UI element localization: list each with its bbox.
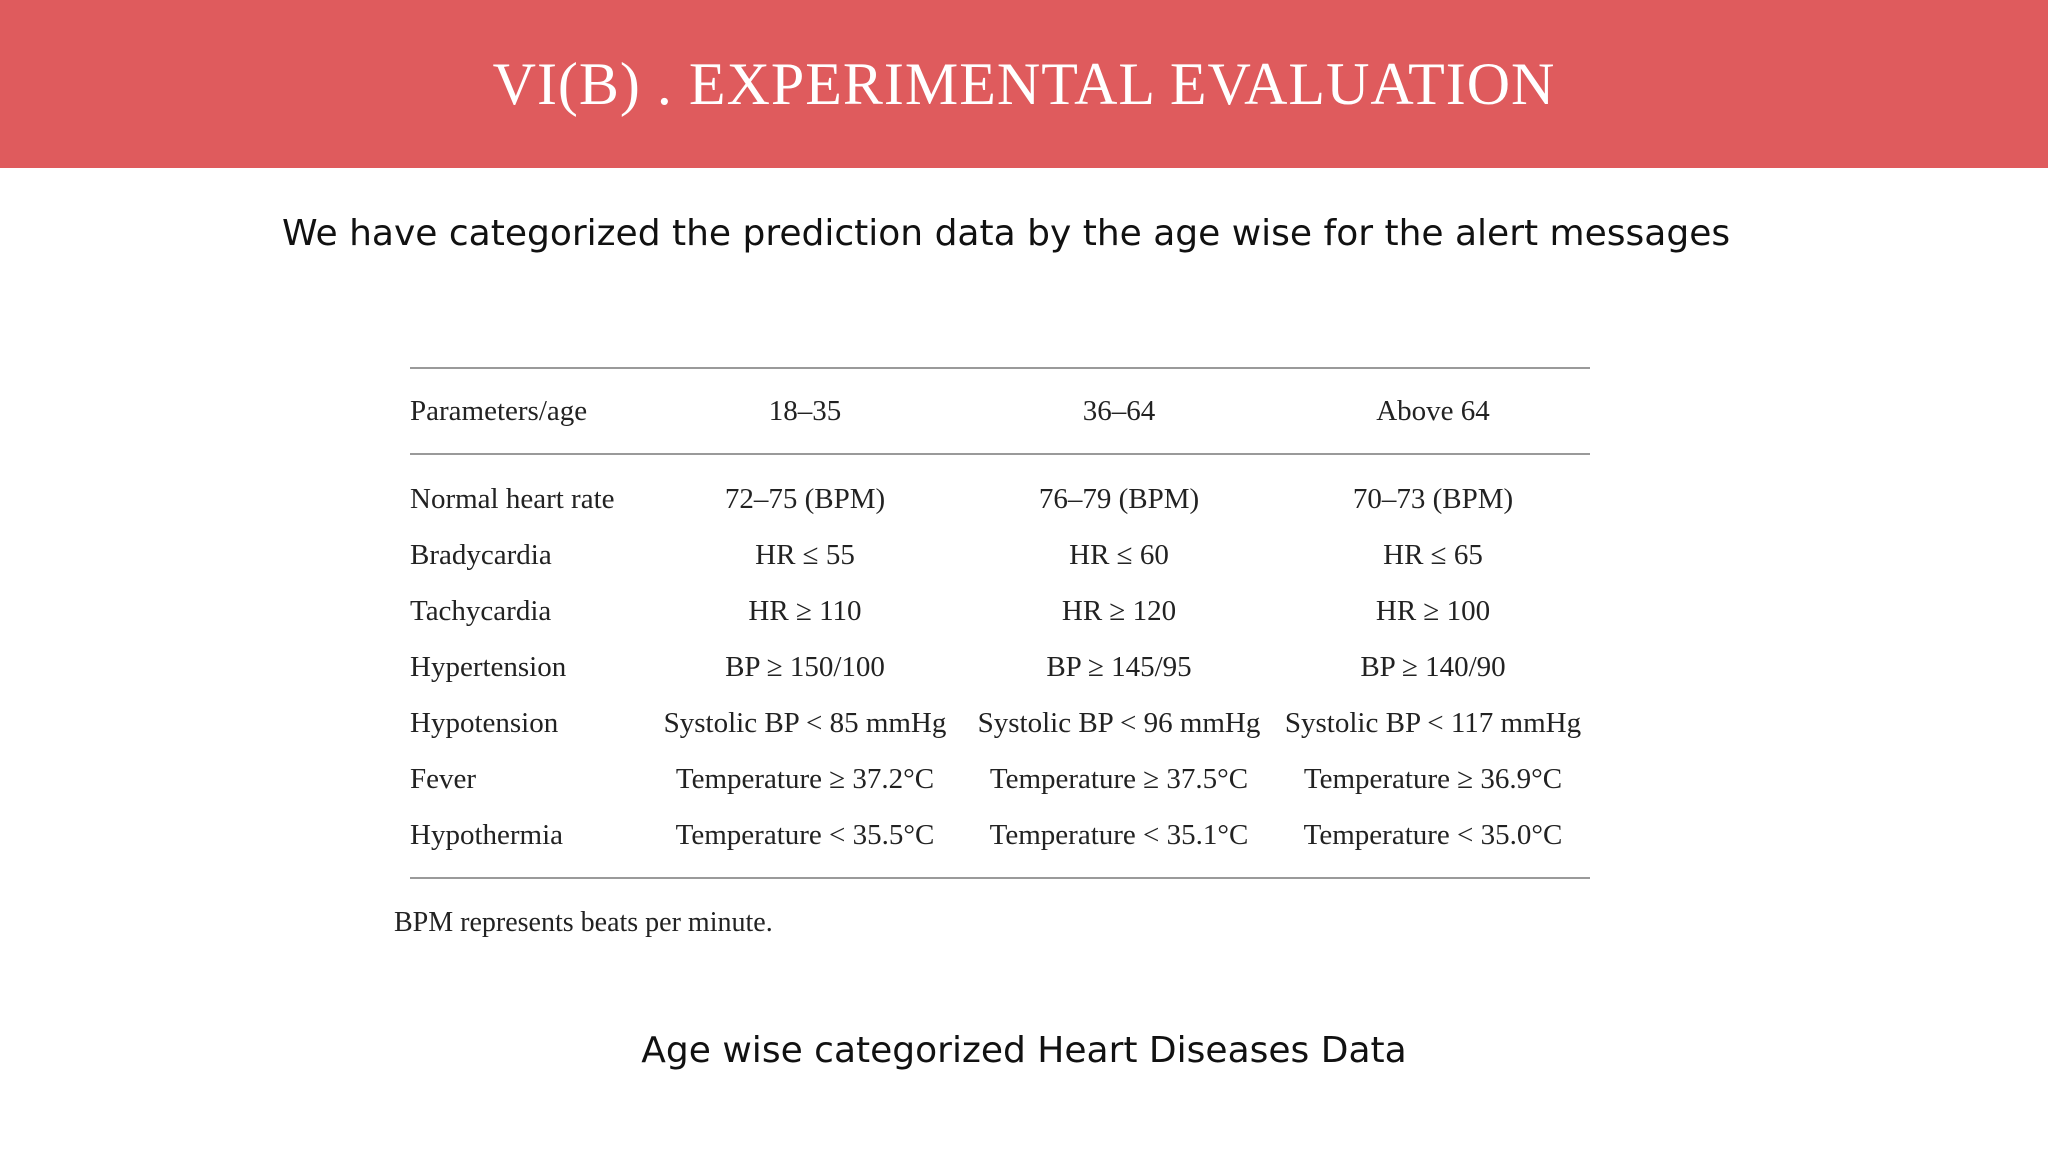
column-header-parameters: Parameters/age [410,394,588,427]
parameters-table-container: Parameters/age 18–35 36–64 Above 64 Norm… [410,367,1590,879]
table-cell: Temperature < 35.1°C [962,807,1276,879]
slide-subtitle: We have categorized the prediction data … [282,213,1731,254]
table-cell: 70–73 (BPM) [1352,482,1514,515]
table-row: Hypothermia Temperature < 35.5°C Tempera… [410,807,1590,879]
title-banner: VI(B) . EXPERIMENTAL EVALUATION [0,0,2048,168]
table-cell: Temperature ≥ 37.5°C [989,762,1249,795]
table-cell: HR ≤ 55 [755,538,855,571]
table-row: Tachycardia HR ≥ 110 HR ≥ 120 HR ≥ 100 [410,583,1590,639]
table-cell: Temperature ≥ 36.9°C [1303,762,1563,795]
parameter-cell: Hypotension [410,706,559,739]
table-cell: 76–79 (BPM) [1038,482,1200,515]
parameter-cell: Hypertension [410,650,567,683]
table-row: Bradycardia HR ≤ 55 HR ≤ 60 HR ≤ 65 [410,527,1590,583]
table-cell: 72–75 (BPM) [724,482,886,515]
parameters-table: Parameters/age 18–35 36–64 Above 64 Norm… [410,367,1590,879]
table-cell: BP ≥ 150/100 [725,650,885,683]
column-header-above-64: Above 64 [1376,394,1490,427]
table-cell: Systolic BP < 96 mmHg [977,706,1261,739]
parameter-cell: Normal heart rate [410,482,615,515]
table-cell: Temperature ≥ 37.2°C [675,762,935,795]
table-row: Hypertension BP ≥ 150/100 BP ≥ 145/95 BP… [410,639,1590,695]
table-cell: Temperature < 35.0°C [1276,807,1590,879]
parameter-cell: Bradycardia [410,538,552,571]
table-cell: BP ≥ 145/95 [1046,650,1192,683]
slide-title: VI(B) . EXPERIMENTAL EVALUATION [492,51,1556,117]
table-row: Normal heart rate 72–75 (BPM) 76–79 (BPM… [410,454,1590,527]
table-cell: Systolic BP < 117 mmHg [1284,706,1582,739]
table-row: Fever Temperature ≥ 37.2°C Temperature ≥… [410,751,1590,807]
table-header-row: Parameters/age 18–35 36–64 Above 64 [410,368,1590,454]
parameter-cell: Tachycardia [410,594,552,627]
table-footnote: BPM represents beats per minute. [394,907,773,938]
table-cell: HR ≥ 120 [1061,594,1177,627]
column-header-18-35: 18–35 [768,394,842,427]
table-cell: Temperature < 35.5°C [648,807,962,879]
table-cell: HR ≤ 60 [1069,538,1169,571]
table-caption: Age wise categorized Heart Diseases Data [641,1030,1407,1071]
parameter-cell: Fever [410,762,477,795]
table-cell: HR ≥ 110 [748,594,862,627]
table-cell: HR ≤ 65 [1383,538,1483,571]
table-row: Hypotension Systolic BP < 85 mmHg Systol… [410,695,1590,751]
parameter-cell: Hypothermia [410,807,648,879]
column-header-36-64: 36–64 [1082,394,1156,427]
table-cell: BP ≥ 140/90 [1360,650,1506,683]
table-cell: HR ≥ 100 [1375,594,1491,627]
table-cell: Systolic BP < 85 mmHg [663,706,947,739]
